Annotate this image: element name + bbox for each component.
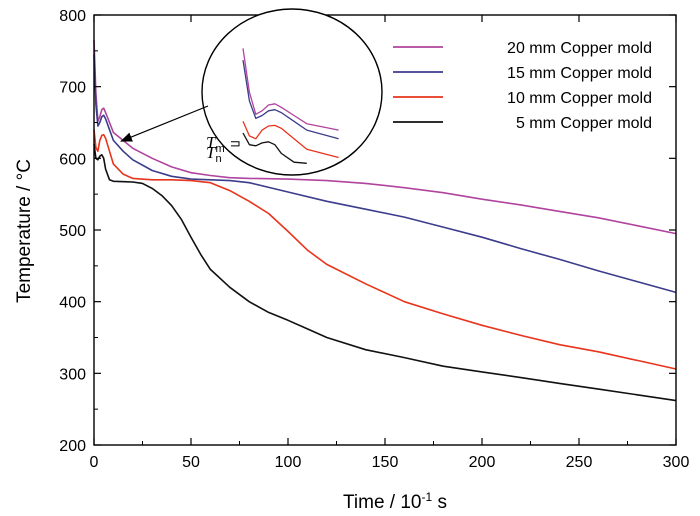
ticks-layer: 0 50 100 150 200 250 300 200 300 400 500 600 700 800 xyxy=(59,8,689,471)
series-line-4 xyxy=(93,143,677,402)
y-tick-label: 500 xyxy=(59,223,86,240)
inset-series-1 xyxy=(242,48,339,131)
x-tick-label: 300 xyxy=(663,454,690,471)
x-tick-label: 100 xyxy=(275,454,302,471)
x-axis-title: Time / 10-1 s xyxy=(343,490,447,513)
x-tick-label: 250 xyxy=(566,454,593,471)
x-tick-label: 150 xyxy=(372,454,399,471)
legend: 20 mm Copper mold 15 mm Copper mold 10 mm … xyxy=(393,40,652,132)
series-line-1 xyxy=(93,40,677,235)
x-tick-label: 200 xyxy=(469,454,496,471)
series-line-2 xyxy=(93,54,677,294)
legend-label-3: 10 mm Copper mold xyxy=(507,90,652,107)
inset-ellipse xyxy=(201,8,383,176)
inset-series-3 xyxy=(242,121,339,159)
series-line-3 xyxy=(93,129,677,370)
y-tick-label: 300 xyxy=(59,366,86,383)
x-axis-title-unit: s xyxy=(432,492,447,513)
y-tick-label: 700 xyxy=(59,80,86,97)
y-tick-label: 400 xyxy=(59,295,86,312)
x-tick-label: 0 xyxy=(90,454,99,471)
y-tick-label: 600 xyxy=(59,151,86,168)
inset-series-4 xyxy=(242,132,307,164)
pointer-arrow xyxy=(120,105,209,142)
inset-label-tm-sub: m xyxy=(215,143,224,155)
series-layer xyxy=(93,40,677,402)
x-axis-title-sup: -1 xyxy=(422,490,433,504)
inset-label-tn-sub: n xyxy=(215,153,221,165)
legend-label-2: 15 mm Copper mold xyxy=(507,65,652,82)
x-tick-label: 50 xyxy=(182,454,200,471)
y-tick-label: 800 xyxy=(59,8,86,25)
inset-series-2 xyxy=(242,59,339,140)
legend-label-1: 20 mm Copper mold xyxy=(507,40,652,57)
inset-plot xyxy=(242,48,339,164)
legend-label-4: 5 mm Copper mold xyxy=(516,115,652,132)
inset-bracket xyxy=(231,141,240,147)
y-tick-label: 200 xyxy=(59,438,86,455)
y-axis-title: Temperature / °C xyxy=(14,159,35,303)
